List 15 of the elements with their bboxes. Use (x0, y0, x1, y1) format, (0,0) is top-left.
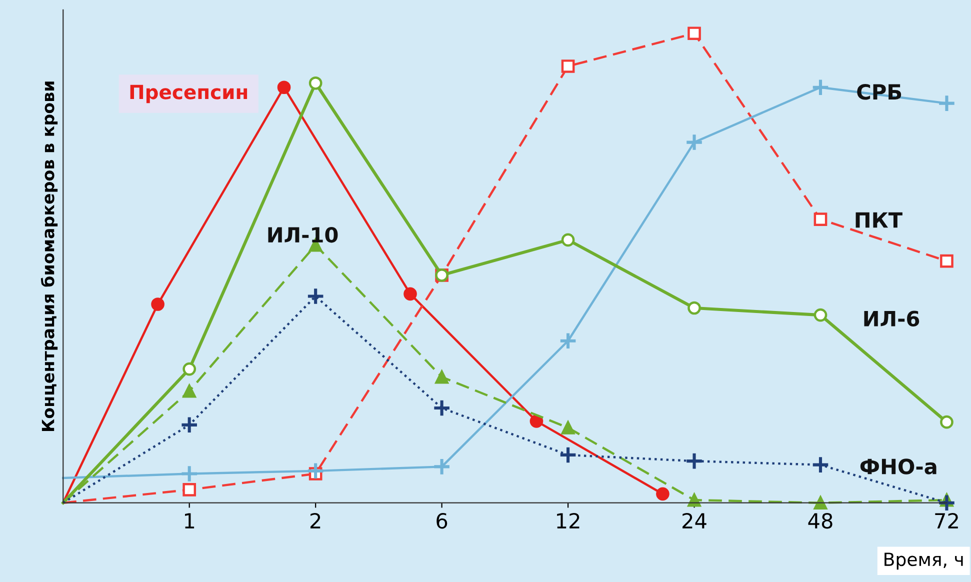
x-tick-label: 48 (808, 512, 832, 529)
series-label: Пресепсин (130, 84, 248, 104)
y-axis-title: Концентрация биомаркеров в крови (40, 82, 58, 431)
x-tick-label: 1 (185, 513, 194, 528)
series-label: ПКТ (856, 212, 902, 228)
x-tick-label: 2 (310, 512, 320, 528)
x-tick-label: 72 (935, 512, 958, 528)
series-label: СРБ (857, 84, 902, 100)
series-label: ИЛ-10 (268, 226, 338, 243)
series-label: ФНО-а (860, 458, 936, 474)
series-label: ИЛ-6 (864, 310, 920, 326)
x-axis-title: Время, ч (884, 552, 963, 570)
x-tick-label: 12 (557, 512, 580, 528)
x-tick-label: 24 (682, 512, 706, 528)
x-tick-label: 6 (436, 512, 448, 529)
